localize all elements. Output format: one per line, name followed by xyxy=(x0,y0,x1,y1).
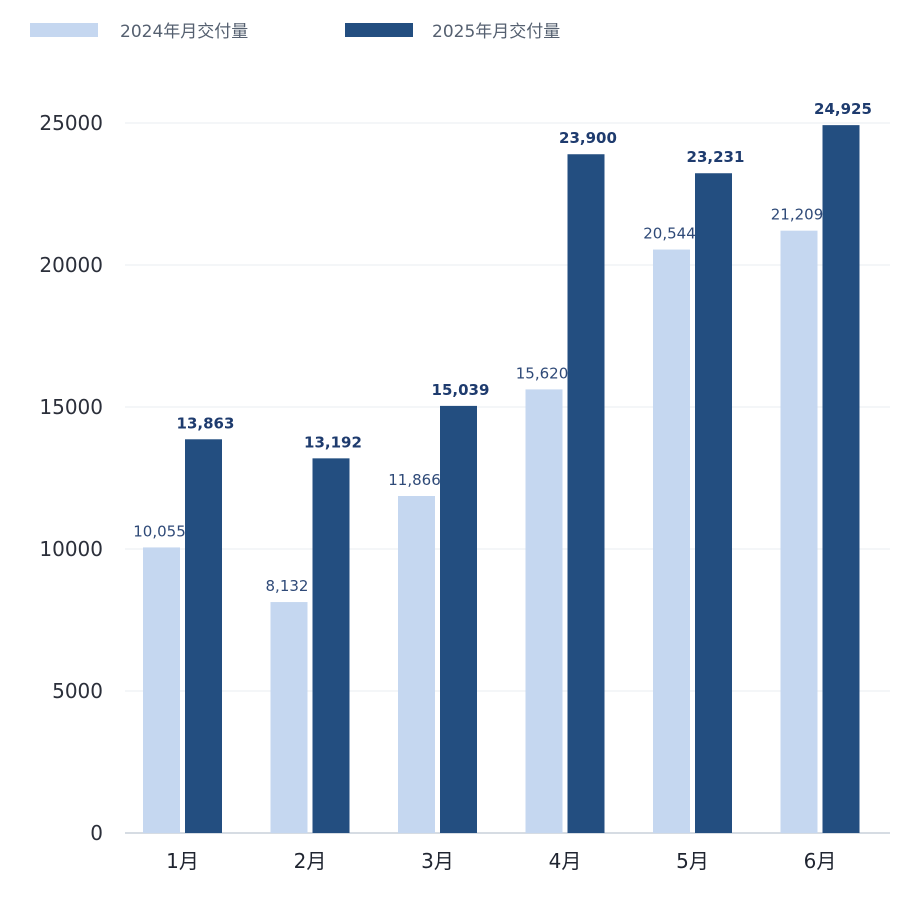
data-label-2025-1: 13,863 xyxy=(177,414,235,432)
data-label-2025-5: 23,231 xyxy=(687,148,745,166)
bar-2025-2 xyxy=(312,458,350,833)
data-label-2025-4: 23,900 xyxy=(559,129,617,147)
data-labels: 10,055 13,863 8,132 13,192 11,866 15,039 15,62… xyxy=(133,100,872,595)
y-tick-label: 10000 xyxy=(39,537,103,561)
legend-swatch-2024 xyxy=(30,23,98,37)
gridlines xyxy=(125,122,890,834)
x-tick-label: 1月 xyxy=(166,849,199,873)
bar-2025-4 xyxy=(567,154,605,834)
data-label-2024-2: 8,132 xyxy=(266,577,309,595)
legend: 2024年月交付量 2025年月交付量 xyxy=(30,22,560,42)
data-label-2025-6: 24,925 xyxy=(814,100,872,118)
y-tick-label: 5000 xyxy=(52,679,103,703)
data-label-2024-5: 20,544 xyxy=(643,225,696,243)
data-label-2024-6: 21,209 xyxy=(771,206,824,224)
bar-2024-6 xyxy=(780,230,818,833)
data-label-2024-4: 15,620 xyxy=(516,364,569,382)
bar-2025-3 xyxy=(440,405,477,833)
bar-2024-2 xyxy=(270,602,308,833)
bar-2024-5 xyxy=(653,249,690,833)
y-tick-label: 15000 xyxy=(39,395,103,419)
legend-label-2024: 2024年月交付量 xyxy=(120,22,248,42)
x-tick-label: 4月 xyxy=(549,849,582,873)
legend-swatch-2025 xyxy=(345,23,413,37)
bar-2024-4 xyxy=(525,389,563,833)
data-label-2024-1: 10,055 xyxy=(133,522,186,540)
x-axis: 1月 2月 3月 4月 5月 6月 xyxy=(166,849,836,873)
bar-2024-3 xyxy=(398,496,435,833)
y-tick-label: 0 xyxy=(90,821,103,845)
x-tick-label: 5月 xyxy=(676,849,709,873)
data-label-2025-3: 15,039 xyxy=(432,381,490,399)
bar-2025-1 xyxy=(185,439,222,833)
data-label-2024-3: 11,866 xyxy=(388,471,441,489)
x-tick-label: 2月 xyxy=(294,849,327,873)
y-tick-label: 20000 xyxy=(39,253,103,277)
legend-label-2025: 2025年月交付量 xyxy=(432,22,560,42)
bar-2024-1 xyxy=(143,547,180,833)
y-tick-label: 25000 xyxy=(39,111,103,135)
y-axis: 0 5000 10000 15000 20000 25000 xyxy=(39,111,103,845)
bars xyxy=(143,125,860,834)
x-tick-label: 3月 xyxy=(421,849,454,873)
bar-2025-5 xyxy=(695,173,732,833)
bar-2025-6 xyxy=(822,125,860,833)
x-tick-label: 6月 xyxy=(804,849,837,873)
data-label-2025-2: 13,192 xyxy=(304,433,362,451)
